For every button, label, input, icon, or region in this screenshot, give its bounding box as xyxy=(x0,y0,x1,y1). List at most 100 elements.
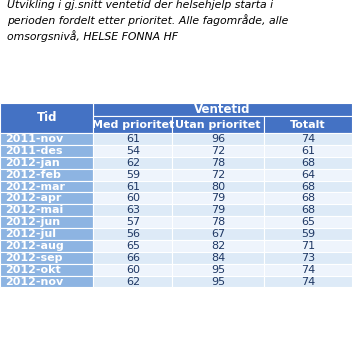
Text: 96: 96 xyxy=(211,134,225,144)
Text: 71: 71 xyxy=(301,241,315,251)
Text: 2012-mar: 2012-mar xyxy=(6,182,65,192)
Text: 62: 62 xyxy=(126,277,140,287)
Text: 2012-mai: 2012-mai xyxy=(6,205,64,215)
Bar xyxy=(93,157,172,169)
Bar xyxy=(0,157,93,169)
Bar xyxy=(172,264,264,275)
Bar xyxy=(93,116,172,133)
Text: 65: 65 xyxy=(126,241,140,251)
Text: Med prioritet: Med prioritet xyxy=(92,120,174,130)
Text: 68: 68 xyxy=(301,205,315,215)
Text: 61: 61 xyxy=(126,182,140,192)
Bar xyxy=(0,228,93,240)
Bar xyxy=(93,240,172,252)
Text: 78: 78 xyxy=(211,217,225,227)
Bar xyxy=(0,240,93,252)
Text: 78: 78 xyxy=(211,158,225,168)
Bar xyxy=(0,103,93,133)
Text: 59: 59 xyxy=(301,229,315,239)
Text: 59: 59 xyxy=(126,170,140,180)
Bar xyxy=(172,216,264,228)
Text: 2012-jan: 2012-jan xyxy=(6,158,60,168)
Text: 95: 95 xyxy=(211,277,225,287)
Bar xyxy=(264,192,352,204)
Bar xyxy=(0,252,93,264)
Bar xyxy=(264,204,352,216)
Text: 79: 79 xyxy=(211,205,225,215)
Text: 68: 68 xyxy=(301,158,315,168)
Text: 2012-aug: 2012-aug xyxy=(6,241,64,251)
Bar xyxy=(172,133,264,145)
Bar xyxy=(264,228,352,240)
Text: 54: 54 xyxy=(126,146,140,156)
Bar xyxy=(93,145,172,157)
Text: 68: 68 xyxy=(301,193,315,203)
Bar xyxy=(93,180,172,192)
Bar xyxy=(264,252,352,264)
Text: Utvikling i gj.snitt ventetid der helsehjelp starta i
perioden fordelt etter pri: Utvikling i gj.snitt ventetid der helseh… xyxy=(7,0,288,42)
Bar xyxy=(172,275,264,287)
Text: 60: 60 xyxy=(126,193,140,203)
Bar xyxy=(172,240,264,252)
Text: 2012-sep: 2012-sep xyxy=(6,253,63,263)
Text: 72: 72 xyxy=(211,170,225,180)
Bar xyxy=(93,103,352,116)
Bar xyxy=(0,180,93,192)
Text: 2012-jun: 2012-jun xyxy=(6,217,61,227)
Bar xyxy=(172,192,264,204)
Text: 95: 95 xyxy=(211,265,225,275)
Bar xyxy=(264,264,352,275)
Text: 2012-okt: 2012-okt xyxy=(6,265,61,275)
Text: 2011-des: 2011-des xyxy=(6,146,63,156)
Bar xyxy=(0,275,93,287)
Bar xyxy=(93,204,172,216)
Bar xyxy=(264,133,352,145)
Text: 79: 79 xyxy=(211,193,225,203)
Bar xyxy=(93,252,172,264)
Text: Utan prioritet: Utan prioritet xyxy=(176,120,261,130)
Bar xyxy=(264,180,352,192)
Bar xyxy=(172,116,264,133)
Bar xyxy=(0,169,93,180)
Bar xyxy=(93,228,172,240)
Text: 67: 67 xyxy=(211,229,225,239)
Text: 63: 63 xyxy=(126,205,140,215)
Text: 68: 68 xyxy=(301,182,315,192)
Bar xyxy=(0,192,93,204)
Text: 61: 61 xyxy=(126,134,140,144)
Text: 62: 62 xyxy=(126,158,140,168)
Bar xyxy=(172,204,264,216)
Bar xyxy=(93,275,172,287)
Text: 74: 74 xyxy=(301,277,315,287)
Bar xyxy=(0,133,93,145)
Text: 84: 84 xyxy=(211,253,225,263)
Bar xyxy=(172,157,264,169)
Bar xyxy=(172,145,264,157)
Bar xyxy=(93,192,172,204)
Bar xyxy=(93,169,172,180)
Text: 2012-jul: 2012-jul xyxy=(6,229,57,239)
Text: 64: 64 xyxy=(301,170,315,180)
Bar xyxy=(264,157,352,169)
Text: Totalt: Totalt xyxy=(290,120,326,130)
Bar xyxy=(0,264,93,275)
Text: 74: 74 xyxy=(301,134,315,144)
Bar xyxy=(264,169,352,180)
Text: 57: 57 xyxy=(126,217,140,227)
Bar xyxy=(0,216,93,228)
Text: 80: 80 xyxy=(211,182,225,192)
Text: 2012-feb: 2012-feb xyxy=(6,170,62,180)
Text: Ventetid: Ventetid xyxy=(194,103,251,116)
Text: 61: 61 xyxy=(301,146,315,156)
Bar xyxy=(0,204,93,216)
Bar xyxy=(93,216,172,228)
Bar xyxy=(264,116,352,133)
Bar xyxy=(264,216,352,228)
Text: 2012-apr: 2012-apr xyxy=(6,193,62,203)
Text: 73: 73 xyxy=(301,253,315,263)
Bar xyxy=(172,169,264,180)
Text: 60: 60 xyxy=(126,265,140,275)
Bar xyxy=(172,228,264,240)
Text: 74: 74 xyxy=(301,265,315,275)
Text: 2011-nov: 2011-nov xyxy=(6,134,64,144)
